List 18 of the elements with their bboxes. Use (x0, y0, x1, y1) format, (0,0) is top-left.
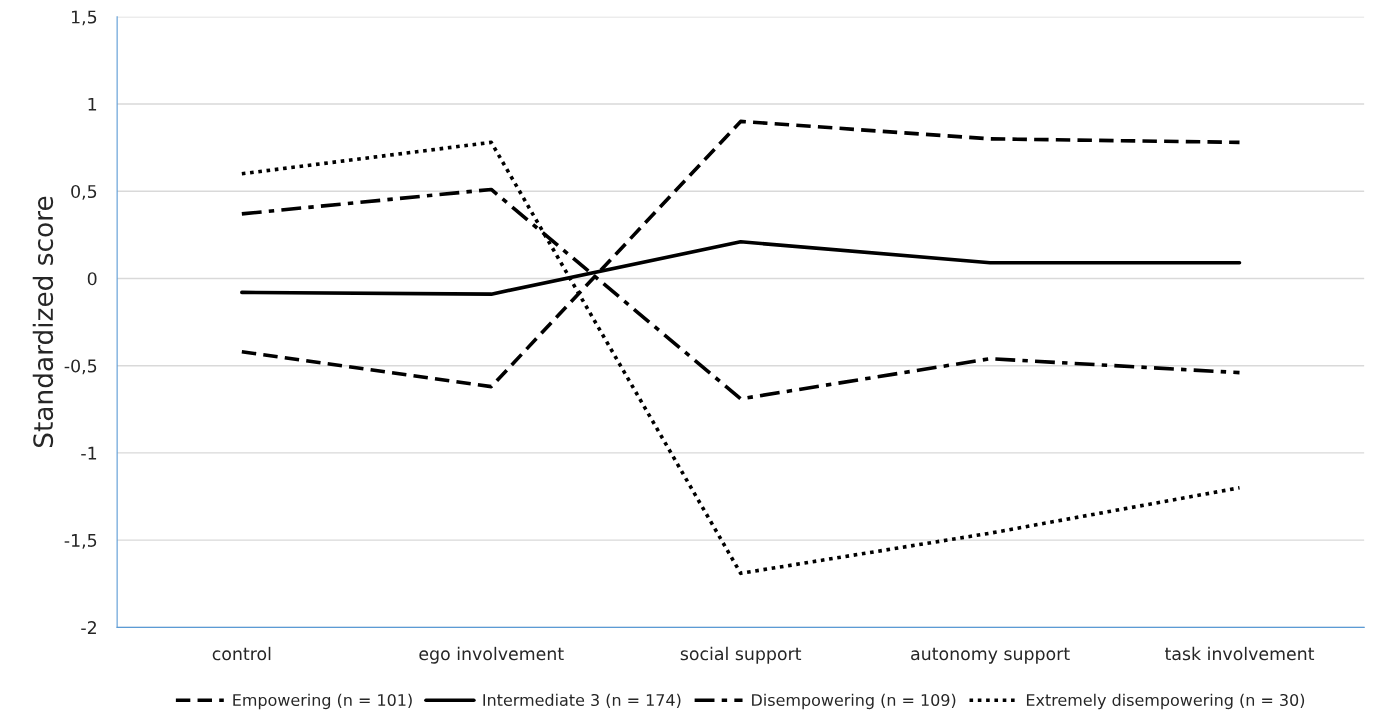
y-tick-label: -0,5 (64, 359, 97, 375)
y-axis-title: Standardized score (32, 196, 54, 448)
x-tick-label: social support (680, 646, 802, 664)
x-tick-label: control (212, 646, 271, 661)
y-tick-label: 0,5 (71, 184, 97, 200)
y-tick-label: 1,5 (71, 10, 97, 26)
legend-label: Intermediate 3 (n = 174) (483, 693, 681, 708)
y-tick-label: 0 (87, 272, 97, 286)
legend-label: Extremely disempowering (n = 30) (1026, 693, 1305, 710)
y-tick-label: -1,5 (64, 534, 97, 549)
y-tick-label: -2 (81, 621, 96, 634)
legend-label: Disempowering (n = 109) (752, 693, 956, 710)
legend-label: Empowering (n = 101) (233, 693, 412, 710)
y-tick-label: -1 (81, 446, 97, 460)
x-tick-label: autonomy support (911, 647, 1070, 664)
x-tick-label: task involvement (1164, 646, 1315, 661)
x-tick-label: ego involvement (419, 646, 564, 664)
y-tick-label: 1 (88, 97, 97, 111)
